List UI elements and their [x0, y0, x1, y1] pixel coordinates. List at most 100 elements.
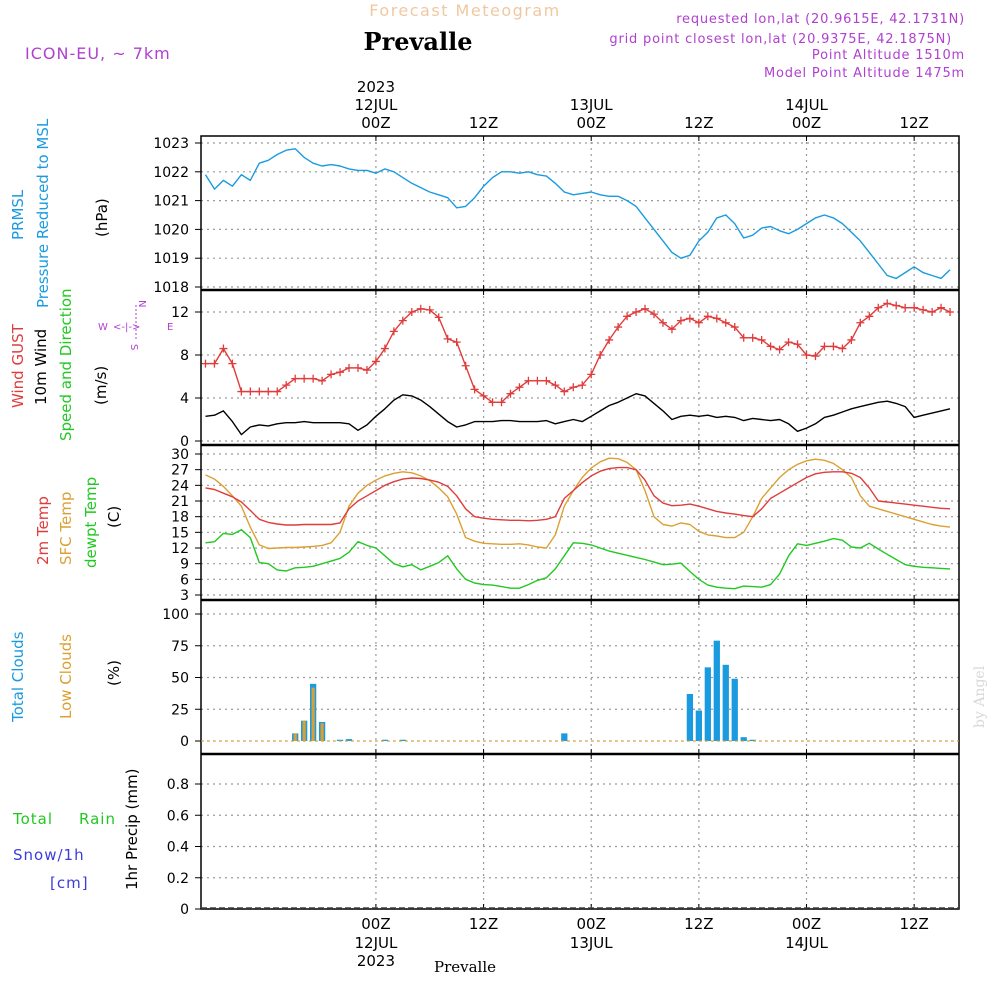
gust-point — [452, 338, 461, 347]
low-cloud-bar — [311, 687, 315, 741]
top-time-label: 00Z — [577, 114, 606, 132]
gust-point — [371, 357, 380, 366]
wind-ytick-label: 8 — [180, 348, 189, 364]
gust-point — [883, 299, 892, 308]
requested-coords: requested lon,lat (20.9615E, 42.1731N) — [676, 12, 965, 27]
gust-point — [730, 323, 739, 332]
gust-point — [389, 327, 398, 336]
gust-point — [721, 318, 730, 327]
sfctemp-label: SFC Temp — [57, 492, 75, 565]
temperature-ytick-label: 9 — [180, 557, 189, 573]
gust-point — [309, 374, 318, 383]
gust-point — [273, 387, 282, 396]
gust-point — [865, 312, 874, 321]
plot-area: 1018101910201021102210230481236912151821… — [153, 78, 960, 970]
gust-point — [775, 345, 784, 354]
gridpoint-coords: grid point closest lon,lat (20.9375E, 42… — [609, 32, 952, 47]
gust-point — [748, 333, 757, 342]
bottom-date-label: 12JUL — [354, 934, 397, 952]
pressure-ytick-label: 1021 — [153, 194, 189, 210]
gust-point — [488, 398, 497, 407]
low-cloud-bar — [302, 720, 306, 741]
wind-ytick-label: 12 — [171, 305, 189, 321]
gust-point — [676, 316, 685, 325]
compass-north: N — [136, 300, 147, 307]
total-cloud-bar — [731, 678, 738, 741]
gust-point — [874, 303, 883, 312]
model-altitude: Model Point Altitude 1475m — [764, 66, 965, 81]
temperature-ytick-label: 6 — [180, 572, 189, 588]
pressure-ytick-label: 1019 — [153, 251, 189, 267]
top-date-label: 14JUL — [785, 96, 828, 114]
total-label: Total — [12, 810, 53, 828]
gust-point — [919, 305, 928, 314]
dewpt-label: dewpt Temp — [82, 477, 100, 568]
dewpt-line — [205, 529, 951, 590]
pressure-ytick-label: 1020 — [153, 222, 189, 238]
pressure-ytick-label: 1022 — [153, 165, 189, 181]
temperature-ytick-label: 27 — [171, 463, 189, 479]
total-cloud-bar — [704, 667, 711, 741]
precipitation-ytick-label: 0.6 — [167, 808, 189, 824]
prmsl-line — [204, 148, 951, 280]
temp2m-label: 2m Temp — [34, 496, 52, 565]
gust-point — [766, 342, 775, 351]
precipitation-ytick-label: 0 — [180, 902, 189, 918]
gust-point — [560, 387, 569, 396]
footer-station: Prevalle — [434, 958, 496, 976]
compass-south: S — [128, 344, 139, 350]
precipitation-ytick-label: 0.8 — [167, 777, 189, 793]
gust-point — [506, 389, 515, 398]
gust-label: Wind GUST — [9, 323, 27, 408]
gust-point — [398, 316, 407, 325]
total-cloud-bar — [722, 664, 729, 741]
total-cloud-bar — [561, 733, 568, 741]
low-clouds-label: Low Clouds — [57, 634, 75, 719]
bottom-time-label: 12Z — [469, 915, 498, 933]
low-cloud-bar — [320, 723, 324, 741]
clouds-ytick-label: 100 — [162, 607, 189, 623]
gust-point — [856, 318, 865, 327]
wind-ytick-label: 0 — [180, 434, 189, 450]
gust-point — [497, 398, 506, 407]
compass-east: E — [167, 322, 173, 333]
gust-point — [569, 383, 578, 392]
pressure-unit: (hPa) — [93, 198, 111, 237]
wind-speed-line — [205, 393, 951, 436]
precipitation-ytick-label: 0.4 — [167, 840, 189, 856]
wind-ytick-label: 4 — [180, 391, 189, 407]
gust-point — [937, 303, 946, 312]
gust-point — [910, 303, 919, 312]
gust-point — [461, 361, 470, 370]
station-title: Prevalle — [364, 27, 473, 56]
top-time-label: 00Z — [792, 114, 821, 132]
clouds-unit: (%) — [105, 660, 123, 686]
compass-rose: W E N S <-|-> — [98, 300, 173, 350]
gust-point — [336, 368, 345, 377]
clouds-ytick-label: 25 — [171, 702, 189, 718]
temperature-ytick-label: 12 — [171, 541, 189, 557]
bottom-time-label: 12Z — [684, 915, 713, 933]
temperature-ytick-label: 24 — [171, 478, 189, 494]
bottom-year-label: 2023 — [357, 952, 395, 970]
gust-point — [596, 351, 605, 359]
clouds-ytick-label: 0 — [180, 734, 189, 750]
gust-point — [345, 363, 354, 372]
gust-point — [551, 381, 560, 390]
gust-point — [685, 314, 694, 323]
model-label: ICON-EU, ~ 7km — [25, 44, 171, 63]
gust-point — [282, 381, 291, 390]
chart-subtitle: Forecast Meteogram — [369, 1, 560, 20]
total-cloud-bar — [749, 739, 756, 741]
gust-point — [694, 318, 703, 327]
total-cloud-bar — [336, 739, 344, 741]
gust-point — [201, 359, 210, 368]
bottom-time-label: 00Z — [577, 915, 606, 933]
gust-point — [219, 344, 228, 353]
gust-point — [246, 387, 255, 396]
gust-point — [928, 308, 937, 316]
low-cloud-bar — [293, 733, 297, 741]
gust-point — [318, 376, 327, 385]
